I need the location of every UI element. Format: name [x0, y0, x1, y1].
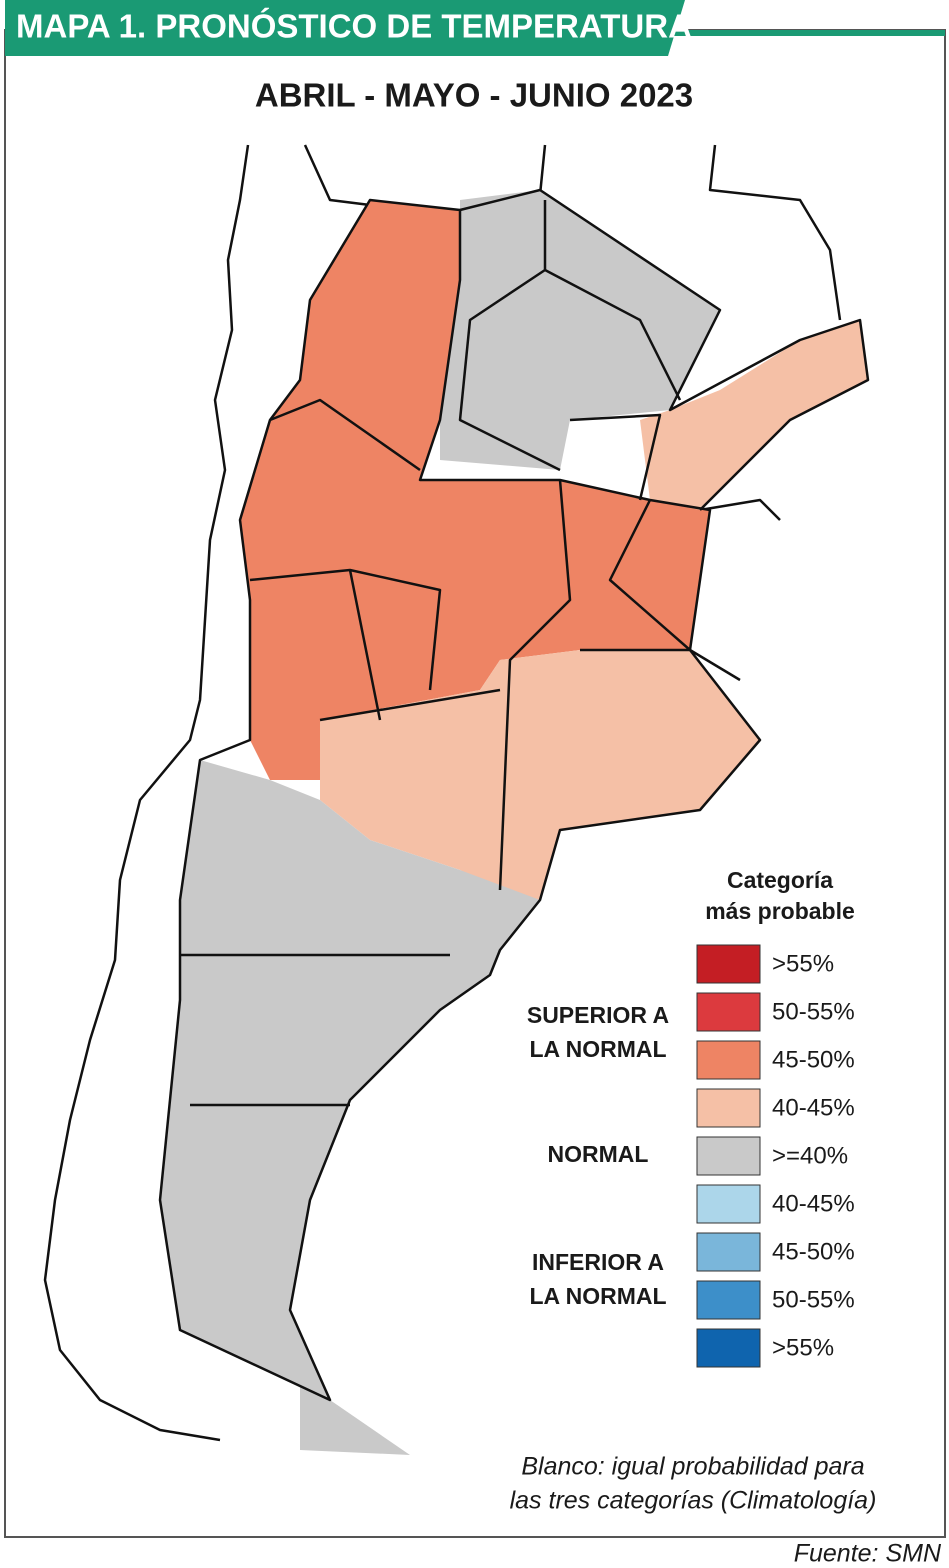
ne-outline: [459, 188, 870, 511]
country-outline: [158, 198, 762, 1402]
legend-label: >55%: [772, 1334, 834, 1361]
chile-coast: [43, 144, 250, 1442]
rio-plata: [689, 648, 741, 682]
legend-group-label: LA NORMAL: [529, 1283, 666, 1309]
legend-swatch: [696, 1184, 761, 1224]
region-above-40-ne: [640, 320, 868, 510]
note-line: las tres categorías (Climatología): [510, 1487, 877, 1515]
legend-swatch: [696, 1136, 761, 1176]
legend-swatch: [696, 1040, 761, 1080]
legend-swatch: [696, 944, 761, 984]
region-normal-north: [440, 190, 720, 470]
subtitle: ABRIL - MAYO - JUNIO 2023: [255, 77, 693, 114]
province-borders: [180, 200, 691, 1107]
legend-title: Categoría: [727, 867, 833, 893]
legend-group-label: NORMAL: [548, 1141, 649, 1167]
legend-swatch: [696, 992, 761, 1032]
region-above-45: [240, 200, 710, 780]
legend-label: >=40%: [772, 1142, 848, 1169]
brazil-border: [708, 144, 842, 321]
legend: Categoría más probable >55% 50-55% 45-50% 40-…: [527, 867, 855, 1368]
legend-swatch: [696, 1232, 761, 1272]
header-title: MAPA 1. PRONÓSTICO DE TEMPERATURA: [16, 8, 692, 45]
legend-label: 50-55%: [772, 1286, 855, 1313]
legend-label: 45-50%: [772, 1046, 855, 1073]
legend-group-label: INFERIOR A: [532, 1249, 664, 1275]
legend-swatch: [696, 1280, 761, 1320]
uruguay-border: [699, 498, 781, 521]
legend-title: más probable: [705, 898, 855, 924]
legend-label: 40-45%: [772, 1094, 855, 1121]
legend-group-label: SUPERIOR A: [527, 1002, 669, 1028]
legend-group-label: LA NORMAL: [529, 1036, 666, 1062]
paraguay-border: [538, 144, 547, 196]
source: Fuente: SMN: [794, 1540, 942, 1568]
header-band: [5, 0, 685, 56]
region-normal-patagonia: [160, 760, 540, 1400]
legend-label: 40-45%: [772, 1190, 855, 1217]
region-above-40-ba: [320, 650, 760, 900]
legend-swatch: [696, 1088, 761, 1128]
note-line: Blanco: igual probabilidad para: [521, 1453, 864, 1481]
legend-label: >55%: [772, 950, 834, 977]
legend-swatch: [696, 1328, 761, 1368]
legend-label: 45-50%: [772, 1238, 855, 1265]
bolivia-border: [303, 144, 371, 207]
legend-label: 50-55%: [772, 998, 855, 1025]
map: [43, 144, 870, 1455]
